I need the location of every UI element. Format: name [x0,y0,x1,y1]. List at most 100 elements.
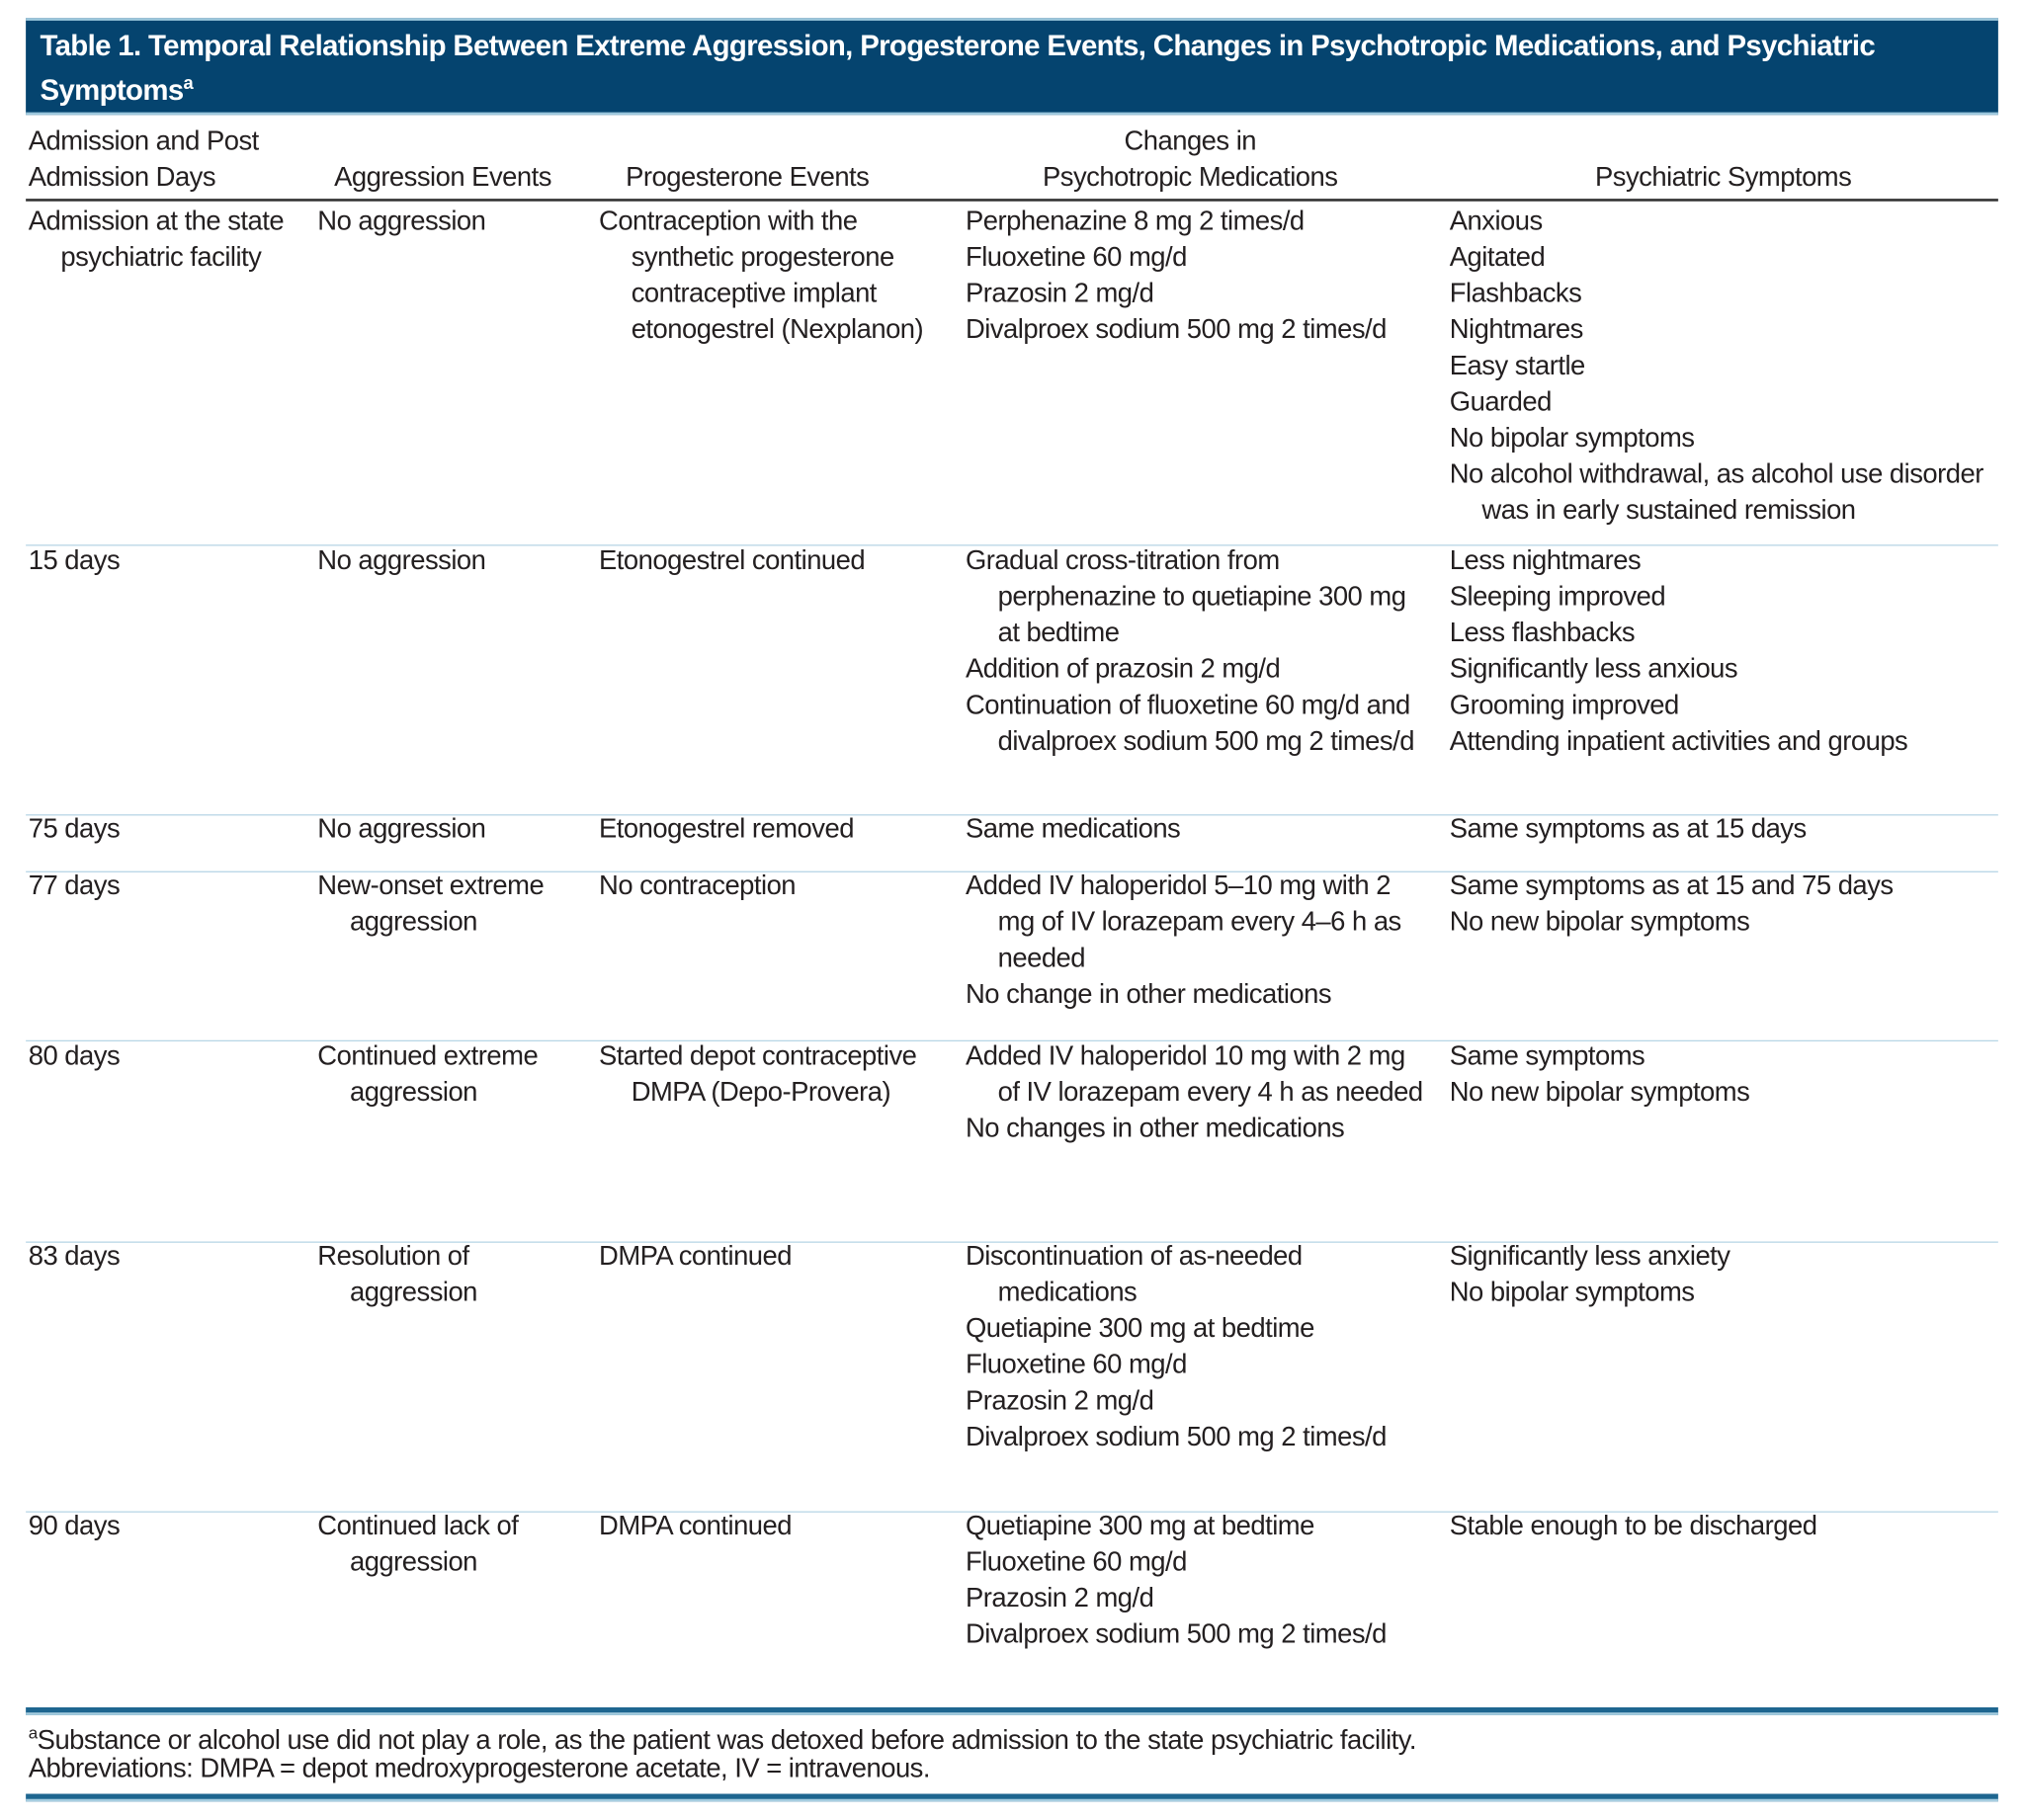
cell-day: 15 days [29,543,299,580]
cell-line: Continued extreme aggression [317,1041,539,1108]
cell-medications: Added IV haloperidol 5–10 mg with 2 mg o… [966,869,1430,1013]
cell-progesterone: Etonogestrel removed [599,812,948,849]
cell-line: No aggression [317,814,486,845]
cell-line: Fluoxetine 60 mg/d [965,1350,1187,1380]
cell-progesterone: DMPA continued [599,1509,948,1545]
cell-line: Gradual cross-titration from perphenazin… [965,545,1406,648]
table-title: Table 1. Temporal Relationship Between E… [40,29,1976,110]
cell-day: 77 days [29,869,299,905]
cell-line: Less nightmares [1449,545,1642,576]
row-separator [26,1039,1998,1042]
cell-line: Easy startle [1449,351,1586,381]
column-header-3: Changes in [1124,125,1257,157]
cell-line: Fluoxetine 60 mg/d [965,242,1187,273]
cell-line: No new bipolar symptoms [1449,907,1750,938]
bottom-rule [26,1793,1998,1802]
cell-line: Significantly less anxiety [1449,1241,1730,1272]
header-rule [26,199,1998,202]
cell-line: Perphenazine 8 mg 2 times/d [965,206,1305,237]
cell-line: No alcohol withdrawal, as alcohol use di… [1449,458,1984,526]
cell-line: 83 days [28,1241,121,1272]
footnote-top-rule [26,1706,1998,1715]
cell-line: Resolution of aggression [317,1241,477,1308]
row-separator [26,1511,1998,1513]
footnote-marker: a [183,72,194,94]
cell-line: Etonogestrel removed [599,814,854,845]
cell-progesterone: No contraception [599,869,948,905]
cell-aggression: Resolution of aggression [317,1239,588,1311]
cell-aggression: Continued lack of aggression [317,1509,588,1581]
cell-line: No aggression [317,545,486,576]
cell-line: Guarded [1449,386,1553,417]
cell-line: No change in other medications [965,979,1332,1010]
column-header-1: Aggression Events [334,162,551,193]
footnote-a: aSubstance or alcohol use did not play a… [28,1715,1417,1759]
cell-line: Prazosin 2 mg/d [965,1583,1154,1613]
cell-line: Same medications [965,814,1181,845]
cell-aggression: No aggression [317,812,588,849]
cell-symptoms: Same symptoms as at 15 and 75 days No new… [1450,869,1992,941]
cell-medications: Perphenazine 8 mg 2 times/d Fluoxetine 60… [966,204,1430,348]
cell-medications: Quetiapine 300 mg at bedtime Fluoxetine 6… [966,1509,1430,1653]
cell-aggression: No aggression [317,204,588,240]
cell-aggression: Continued extreme aggression [317,1038,588,1111]
cell-day: 80 days [29,1038,299,1075]
cell-line: Added IV haloperidol 10 mg with 2 mg of … [965,1041,1423,1108]
cell-line: No aggression [317,206,486,237]
cell-medications: Same medications [966,812,1430,849]
cell-line: Significantly less anxious [1449,654,1738,685]
table-title-bar: Table 1. Temporal Relationship Between E… [26,18,1998,116]
cell-line: 15 days [28,545,121,576]
cell-symptoms: Stable enough to be discharged [1450,1509,1992,1545]
cell-line: Started depot contraceptive DMPA (Depo-P… [599,1041,917,1108]
cell-progesterone: DMPA continued [599,1239,948,1276]
cell-line: Agitated [1449,242,1546,273]
cell-day: 90 days [29,1509,299,1545]
cell-line: No bipolar symptoms [1449,423,1695,454]
cell-symptoms: Same symptoms as at 15 days [1450,812,1992,849]
cell-aggression: New-onset extreme aggression [317,869,588,941]
cell-line: Etonogestrel continued [599,545,866,576]
cell-line: No changes in other medications [965,1114,1345,1144]
cell-line: New-onset extreme aggression [317,870,545,938]
cell-progesterone: Etonogestrel continued [599,543,948,580]
cell-line: Sleeping improved [1449,582,1666,613]
cell-line: 90 days [28,1511,121,1541]
cell-line: No new bipolar symptoms [1449,1077,1750,1108]
cell-line: 77 days [28,870,121,901]
cell-line: Nightmares [1449,314,1584,345]
cell-symptoms: Less nightmares Sleeping improved Less fla… [1450,543,1992,760]
cell-line: Grooming improved [1449,690,1680,720]
cell-line: Less flashbacks [1449,618,1636,648]
cell-day: 75 days [29,812,299,849]
column-header-4: Psychiatric Symptoms [1594,162,1852,193]
cell-progesterone: Started depot contraceptive DMPA (Depo-P… [599,1038,948,1111]
cell-line: Anxious [1449,206,1543,237]
column-header-0: Admission and Post [28,125,260,157]
cell-line: Discontinuation of as-needed medications [965,1241,1303,1308]
cell-line: DMPA continued [599,1511,792,1541]
cell-line: Same symptoms [1449,1041,1645,1072]
cell-line: Prazosin 2 mg/d [965,279,1154,309]
row-separator [26,870,1998,872]
cell-line: No contraception [599,870,797,901]
cell-line: Continued lack of aggression [317,1511,519,1578]
cell-line: 75 days [28,814,121,845]
cell-symptoms: Same symptoms No new bipolar symptoms [1450,1038,1992,1111]
footnote-a-marker: a [28,1722,38,1743]
cell-medications: Discontinuation of as-needed medications… [966,1239,1430,1455]
cell-line: No bipolar symptoms [1449,1278,1695,1308]
row-separator [26,1241,1998,1243]
cell-line: 80 days [28,1041,121,1072]
row-separator [26,544,1998,546]
footnote-abbreviations: Abbreviations: DMPA = depot medroxyproge… [28,1754,931,1784]
cell-line: Contraception with the synthetic progest… [599,206,924,345]
cell-line: Same symptoms as at 15 and 75 days [1449,870,1894,901]
cell-line: Fluoxetine 60 mg/d [965,1547,1187,1578]
cell-symptoms: Significantly less anxiety No bipolar sym… [1450,1239,1992,1311]
cell-symptoms: Anxious Agitated Flashbacks Nightmares Easy … [1450,204,1992,529]
cell-line: Prazosin 2 mg/d [965,1385,1154,1416]
cell-aggression: No aggression [317,543,588,580]
cell-line: Same symptoms as at 15 days [1449,814,1807,845]
cell-line: Attending inpatient activities and group… [1449,726,1908,757]
